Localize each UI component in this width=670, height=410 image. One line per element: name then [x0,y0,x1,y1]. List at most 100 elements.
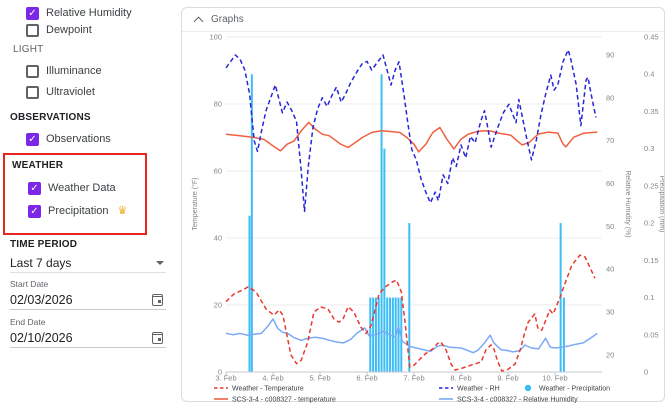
dropdown-arrow-icon [156,261,164,265]
checkbox-label: Illuminance [46,65,102,77]
start-date-label: Start Date [10,279,49,289]
graphs-panel-header[interactable]: Graphs [182,8,664,32]
checkbox-label: Weather Data [48,182,116,194]
humidity-tick-label: 40 [606,265,614,274]
temperature-tick-label: 60 [214,167,222,176]
precipitation-bar [250,74,253,372]
section-heading-time-period: TIME PERIOD [10,239,78,250]
graphs-panel-title: Graphs [211,14,244,25]
precipitation-tick-label: 0.45 [644,33,659,42]
precipitation-bar [386,297,389,372]
checkbox-ultraviolet[interactable] [26,85,39,99]
humidity-tick-label: 90 [606,50,614,59]
x-tick-label: 5. Feb [309,374,330,383]
calendar-icon[interactable] [152,293,163,306]
checkbox-observations[interactable]: ✓ [26,132,39,146]
temperature-axis-title: Temperature (°F) [191,178,199,231]
precipitation-tick-label: 0.05 [644,330,659,339]
legend-swatch-dot [524,384,532,392]
precipitation-bar [391,297,394,372]
end-date-field[interactable]: 02/10/2026 [10,328,166,348]
temperature-tick-label: 100 [209,33,222,42]
checkbox-dewpoint[interactable] [26,23,39,37]
graphs-chart: 3. Feb 4. Feb 5. Feb 6. Feb 7. Feb 8. Feb 9. F… [191,33,665,404]
time-period-value: Last 7 days [10,256,72,270]
checkbox-precipitation[interactable]: ✓ [28,204,41,218]
sidebar-item-weather-data: ✓ Weather Data [28,180,116,196]
precipitation-tick-label: 0.4 [644,70,654,79]
precipitation-tick-label: 0.15 [644,256,659,265]
precipitation-tick-label: 0.2 [644,219,654,228]
humidity-tick-label: 60 [606,179,614,188]
sidebar: ✓ Relative Humidity Dewpoint LIGHT Illum… [0,0,178,410]
time-period-select[interactable]: Last 7 days [10,254,166,273]
weather-group-highlight [3,153,147,235]
sidebar-item-relative-humidity: ✓ Relative Humidity [26,5,132,21]
series-line-3 [225,254,596,373]
collapse-chevron-up-icon[interactable] [193,16,204,26]
graphs-panel: Graphs 3. Feb 4. Feb 5. Feb 6. Feb 7. Feb 8. … [181,7,665,404]
precipitation-bar [408,223,411,372]
sidebar-item-ultraviolet: Ultraviolet [26,84,95,100]
precipitation-tick-label: 0 [644,368,648,377]
precipitation-bar [377,297,380,372]
humidity-tick-label: 80 [606,93,614,102]
start-date-field[interactable]: 02/03/2026 [10,290,166,310]
precipitation-bar [562,297,565,372]
legend-label: Weather - Precipitation [539,386,610,393]
x-tick-label: 8. Feb [450,374,471,383]
temperature-tick-label: 40 [214,234,222,243]
start-date-value: 02/03/2026 [10,292,73,307]
checkbox-weather-data[interactable]: ✓ [28,181,41,195]
humidity-tick-label: 70 [606,136,614,145]
checkbox-label: Observations [46,133,111,145]
sidebar-item-illuminance: Illuminance [26,63,102,79]
humidity-axis-title: Relative Humidity (%) [624,170,631,237]
end-date-value: 02/10/2026 [10,330,73,345]
legend-label: Weather - RH [457,386,500,393]
precipitation-bar [369,297,372,372]
precipitation-tick-label: 0.1 [644,293,654,302]
checkbox-illuminance[interactable] [26,64,39,78]
checkbox-label: Ultraviolet [46,86,95,98]
precipitation-tick-label: 0.3 [644,144,654,153]
x-tick-label: 10. Feb [542,374,567,383]
checkbox-label: Dewpoint [46,24,92,36]
humidity-tick-label: 50 [606,222,614,231]
premium-crown-icon: ♛ [117,204,128,217]
legend-label: Weather - Temperature [232,386,304,393]
x-tick-label: 3. Feb [215,374,236,383]
precipitation-tick-label: 0.25 [644,181,659,190]
legend-label: SCS-3-4 - c008327 - Relative Humidity [457,397,578,404]
series-line-2 [225,121,598,153]
x-tick-label: 4. Feb [262,374,283,383]
x-tick-label: 6. Feb [356,374,377,383]
sidebar-item-dewpoint: Dewpoint [26,22,92,38]
humidity-tick-label: 30 [606,308,614,317]
humidity-tick-label: 20 [606,350,614,359]
temperature-tick-label: 20 [214,301,222,310]
temperature-tick-label: 80 [214,100,222,109]
sidebar-item-observations: ✓ Observations [26,131,111,147]
x-tick-label: 7. Feb [403,374,424,383]
section-heading-weather: WEATHER [12,160,64,171]
series-line-1 [225,318,598,354]
precipitation-bar [397,297,400,372]
section-heading-light: LIGHT [13,44,44,55]
sidebar-item-precipitation: ✓ Precipitation ♛ [28,203,127,219]
precipitation-bar [380,74,383,372]
checkbox-label: Relative Humidity [46,7,132,19]
precipitation-axis-title: Precipitation (mm) [658,176,664,233]
checkbox-label: Precipitation [48,205,109,217]
legend-label: SCS-3-4 - c008327 - temperature [232,397,336,404]
section-heading-observations: OBSERVATIONS [10,112,91,123]
series-line-4 [225,49,597,213]
calendar-icon[interactable] [152,331,163,344]
precipitation-bar [248,215,251,372]
x-tick-label: 9. Feb [497,374,518,383]
precipitation-bar [383,148,386,372]
checkbox-relative-humidity[interactable]: ✓ [26,6,39,20]
precipitation-tick-label: 0.35 [644,107,659,116]
temperature-tick-label: 0 [218,368,222,377]
